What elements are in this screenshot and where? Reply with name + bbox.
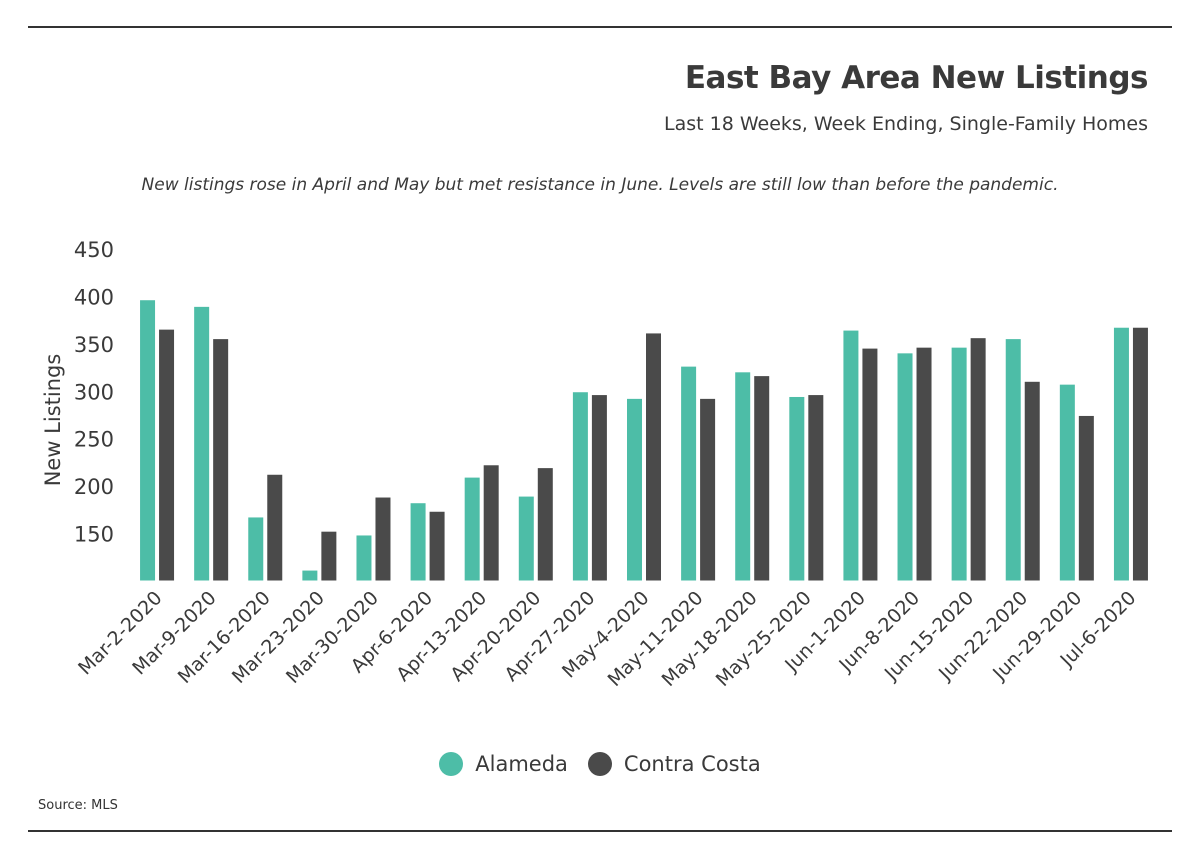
- top-rule: [28, 26, 1172, 28]
- bar-alameda: [518, 496, 534, 581]
- y-tick-label: 250: [74, 428, 114, 452]
- x-tick-label: May-25-2020: [712, 587, 816, 691]
- bar-alameda: [789, 396, 805, 581]
- y-tick-label: 200: [74, 475, 114, 499]
- bar-contra-costa: [1078, 415, 1094, 581]
- bar-contra-costa: [862, 348, 878, 581]
- bar-contra-costa: [321, 531, 337, 581]
- legend: Alameda Contra Costa: [0, 752, 1200, 776]
- bar-alameda: [1113, 327, 1129, 581]
- legend-item-alameda: Alameda: [439, 752, 568, 776]
- bar-alameda: [951, 347, 967, 581]
- x-tick-label: May-18-2020: [658, 587, 762, 691]
- bar-contra-costa: [429, 511, 445, 581]
- bar-alameda: [248, 517, 264, 581]
- bar-contra-costa: [591, 395, 607, 581]
- bar-alameda: [735, 372, 751, 581]
- bar-alameda: [356, 535, 372, 581]
- bar-contra-costa: [754, 376, 770, 581]
- y-axis-label: New Listings: [41, 354, 65, 487]
- legend-label-contra-costa: Contra Costa: [623, 752, 761, 776]
- bar-contra-costa: [970, 338, 986, 581]
- y-tick-label: 450: [74, 238, 114, 262]
- bar-contra-costa: [267, 474, 283, 581]
- legend-label-alameda: Alameda: [475, 752, 568, 776]
- bar-alameda: [681, 366, 697, 581]
- legend-item-contra-costa: Contra Costa: [587, 752, 761, 776]
- bar-alameda: [572, 392, 588, 581]
- bar-alameda: [410, 503, 426, 581]
- bar-contra-costa: [916, 347, 932, 581]
- bar-alameda: [1059, 384, 1075, 581]
- bar-alameda: [464, 477, 480, 581]
- bar-alameda: [140, 300, 156, 581]
- bottom-rule: [28, 830, 1172, 832]
- bar-alameda: [1005, 339, 1021, 581]
- bar-contra-costa: [213, 339, 229, 581]
- bar-contra-costa: [646, 333, 661, 581]
- chart-subtitle: Last 18 Weeks, Week Ending, Single-Famil…: [664, 113, 1148, 135]
- bar-contra-costa: [159, 329, 175, 581]
- chart-title: East Bay Area New Listings: [684, 60, 1149, 96]
- y-tick-label: 300: [74, 380, 114, 404]
- bar-alameda: [897, 353, 913, 581]
- y-tick-label: 400: [74, 285, 114, 309]
- chart-annotation: New listings rose in April and May but m…: [141, 175, 1059, 195]
- bar-contra-costa: [700, 398, 716, 581]
- bar-alameda: [302, 570, 318, 581]
- bar-contra-costa: [808, 395, 824, 581]
- bar-contra-costa: [1024, 381, 1040, 581]
- bar-alameda: [194, 306, 210, 581]
- bar-contra-costa: [1132, 327, 1148, 581]
- bar-contra-costa: [537, 468, 553, 581]
- legend-swatch-contra-costa: [587, 752, 612, 776]
- bar-alameda: [627, 398, 642, 581]
- legend-swatch-alameda: [439, 752, 464, 776]
- y-tick-label: 150: [74, 523, 114, 547]
- source-note: Source: MLS: [38, 798, 118, 813]
- y-tick-label: 350: [74, 333, 114, 357]
- bar-contra-costa: [483, 465, 499, 581]
- x-tick-label: May-11-2020: [604, 587, 708, 691]
- bar-alameda: [843, 330, 859, 581]
- bar-contra-costa: [375, 497, 391, 581]
